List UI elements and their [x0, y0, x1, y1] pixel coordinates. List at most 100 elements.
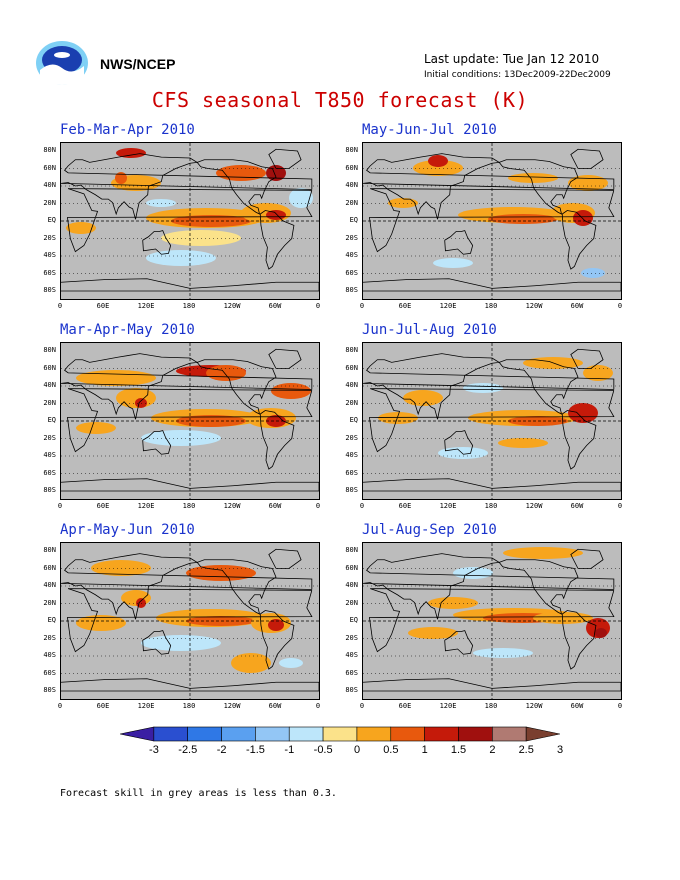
latitude-label: 60N	[345, 163, 358, 172]
anomaly-region	[266, 210, 286, 220]
latitude-label: EQ	[47, 216, 56, 224]
latitude-label: 80S	[345, 286, 358, 294]
longitude-label: 120E	[137, 302, 155, 310]
anomaly-region	[206, 365, 246, 381]
latitude-label: 20N	[43, 598, 56, 607]
anomaly-region	[146, 199, 176, 207]
longitude-label: 120E	[137, 702, 155, 710]
anomaly-region	[498, 438, 548, 448]
last-update-text: Last update: Tue Jan 12 2010	[424, 52, 600, 66]
latitude-label: 20N	[43, 398, 56, 407]
panel-title-amj: Apr-May-Jun 2010	[60, 522, 195, 538]
anomaly-region	[146, 250, 216, 266]
color-scale-label: 1	[421, 744, 428, 756]
longitude-label: 120W	[525, 702, 543, 710]
anomaly-region	[488, 214, 558, 224]
longitude-label: 180	[182, 502, 196, 510]
anomaly-region	[141, 430, 221, 446]
latitude-label: 80N	[345, 346, 358, 354]
latitude-label: 80N	[43, 346, 56, 354]
longitude-label: 0	[315, 702, 321, 710]
coastline	[268, 148, 302, 169]
coastline	[142, 630, 172, 655]
longitude-label: 60E	[398, 502, 412, 510]
panel-title-fma: Feb-Mar-Apr 2010	[60, 122, 195, 138]
anomaly-region	[231, 653, 271, 673]
latitude-label: 20N	[345, 198, 358, 207]
anomaly-region	[161, 230, 241, 246]
longitude-label: 120W	[525, 502, 543, 510]
coastline	[570, 148, 604, 169]
anomaly-region	[388, 198, 418, 208]
longitude-label: 0	[359, 302, 365, 310]
coastline	[142, 430, 172, 455]
anomaly-region	[473, 648, 533, 658]
latitude-label: 40N	[43, 581, 56, 589]
anomaly-region	[76, 615, 126, 631]
latitude-label: 60S	[43, 268, 56, 277]
longitude-label: 60W	[268, 502, 282, 510]
longitude-label: 120W	[223, 302, 241, 310]
coastline	[196, 359, 277, 415]
latitude-label: 60N	[345, 563, 358, 572]
forecast-map-amj	[60, 542, 320, 700]
latitude-label: EQ	[349, 416, 358, 424]
anomaly-region	[428, 155, 448, 167]
coastline	[363, 278, 621, 292]
latitude-label: EQ	[349, 616, 358, 624]
longitude-label: 0	[315, 302, 321, 310]
longitude-label: 180	[182, 302, 196, 310]
coastline	[363, 153, 615, 220]
color-scale-swatch	[255, 726, 290, 742]
coastline	[142, 230, 172, 255]
anomaly-region	[433, 258, 473, 268]
coastline	[363, 553, 615, 620]
anomaly-region	[116, 148, 146, 158]
noaa-logo	[36, 41, 88, 85]
initial-conditions-text: Initial conditions: 13Dec2009-22Dec2009	[424, 70, 611, 80]
coastline	[259, 410, 295, 470]
coastline	[66, 588, 313, 653]
coastline	[268, 548, 302, 569]
coastline	[368, 588, 615, 653]
longitude-label: 0	[617, 502, 623, 510]
color-scale-swatch	[525, 726, 560, 742]
latitude-label: 60S	[345, 468, 358, 477]
anomaly-region	[595, 628, 607, 638]
latitude-label: 80N	[43, 146, 56, 154]
anomaly-region	[76, 422, 116, 434]
longitude-label: 60W	[268, 302, 282, 310]
latitude-label: EQ	[47, 616, 56, 624]
latitude-label: 80N	[345, 146, 358, 154]
coastline	[196, 159, 277, 215]
anomaly-region	[568, 403, 598, 423]
forecast-map-fma	[60, 142, 320, 300]
color-scale-label: 0	[353, 744, 361, 756]
coastline	[444, 430, 474, 455]
longitude-label: 180	[182, 702, 196, 710]
coastline	[61, 678, 319, 692]
longitude-label: 60W	[268, 702, 282, 710]
latitude-label: 80S	[345, 686, 358, 694]
color-scale-label: 3	[557, 744, 564, 756]
color-scale-label: -0.5	[313, 744, 333, 756]
longitude-label: 60E	[96, 702, 110, 710]
latitude-label: 60S	[345, 268, 358, 277]
latitude-label: 20N	[345, 598, 358, 607]
longitude-label: 60E	[398, 302, 412, 310]
longitude-label: 120W	[223, 702, 241, 710]
panel-title-mjj: May-Jun-Jul 2010	[362, 122, 497, 138]
anomaly-region	[216, 165, 266, 181]
coastline	[61, 278, 319, 292]
anomaly-region	[583, 365, 613, 381]
longitude-label: 60W	[570, 702, 584, 710]
longitude-label: 120E	[439, 502, 457, 510]
coastline	[66, 188, 313, 253]
forecast-skill-note: Forecast skill in grey areas is less tha…	[60, 788, 337, 799]
anomaly-region	[289, 188, 313, 208]
longitude-label: 120W	[525, 302, 543, 310]
longitude-label: 120E	[137, 502, 155, 510]
forecast-map-mjj	[362, 142, 622, 300]
coastline	[498, 359, 579, 415]
forecast-map-jja	[362, 342, 622, 500]
